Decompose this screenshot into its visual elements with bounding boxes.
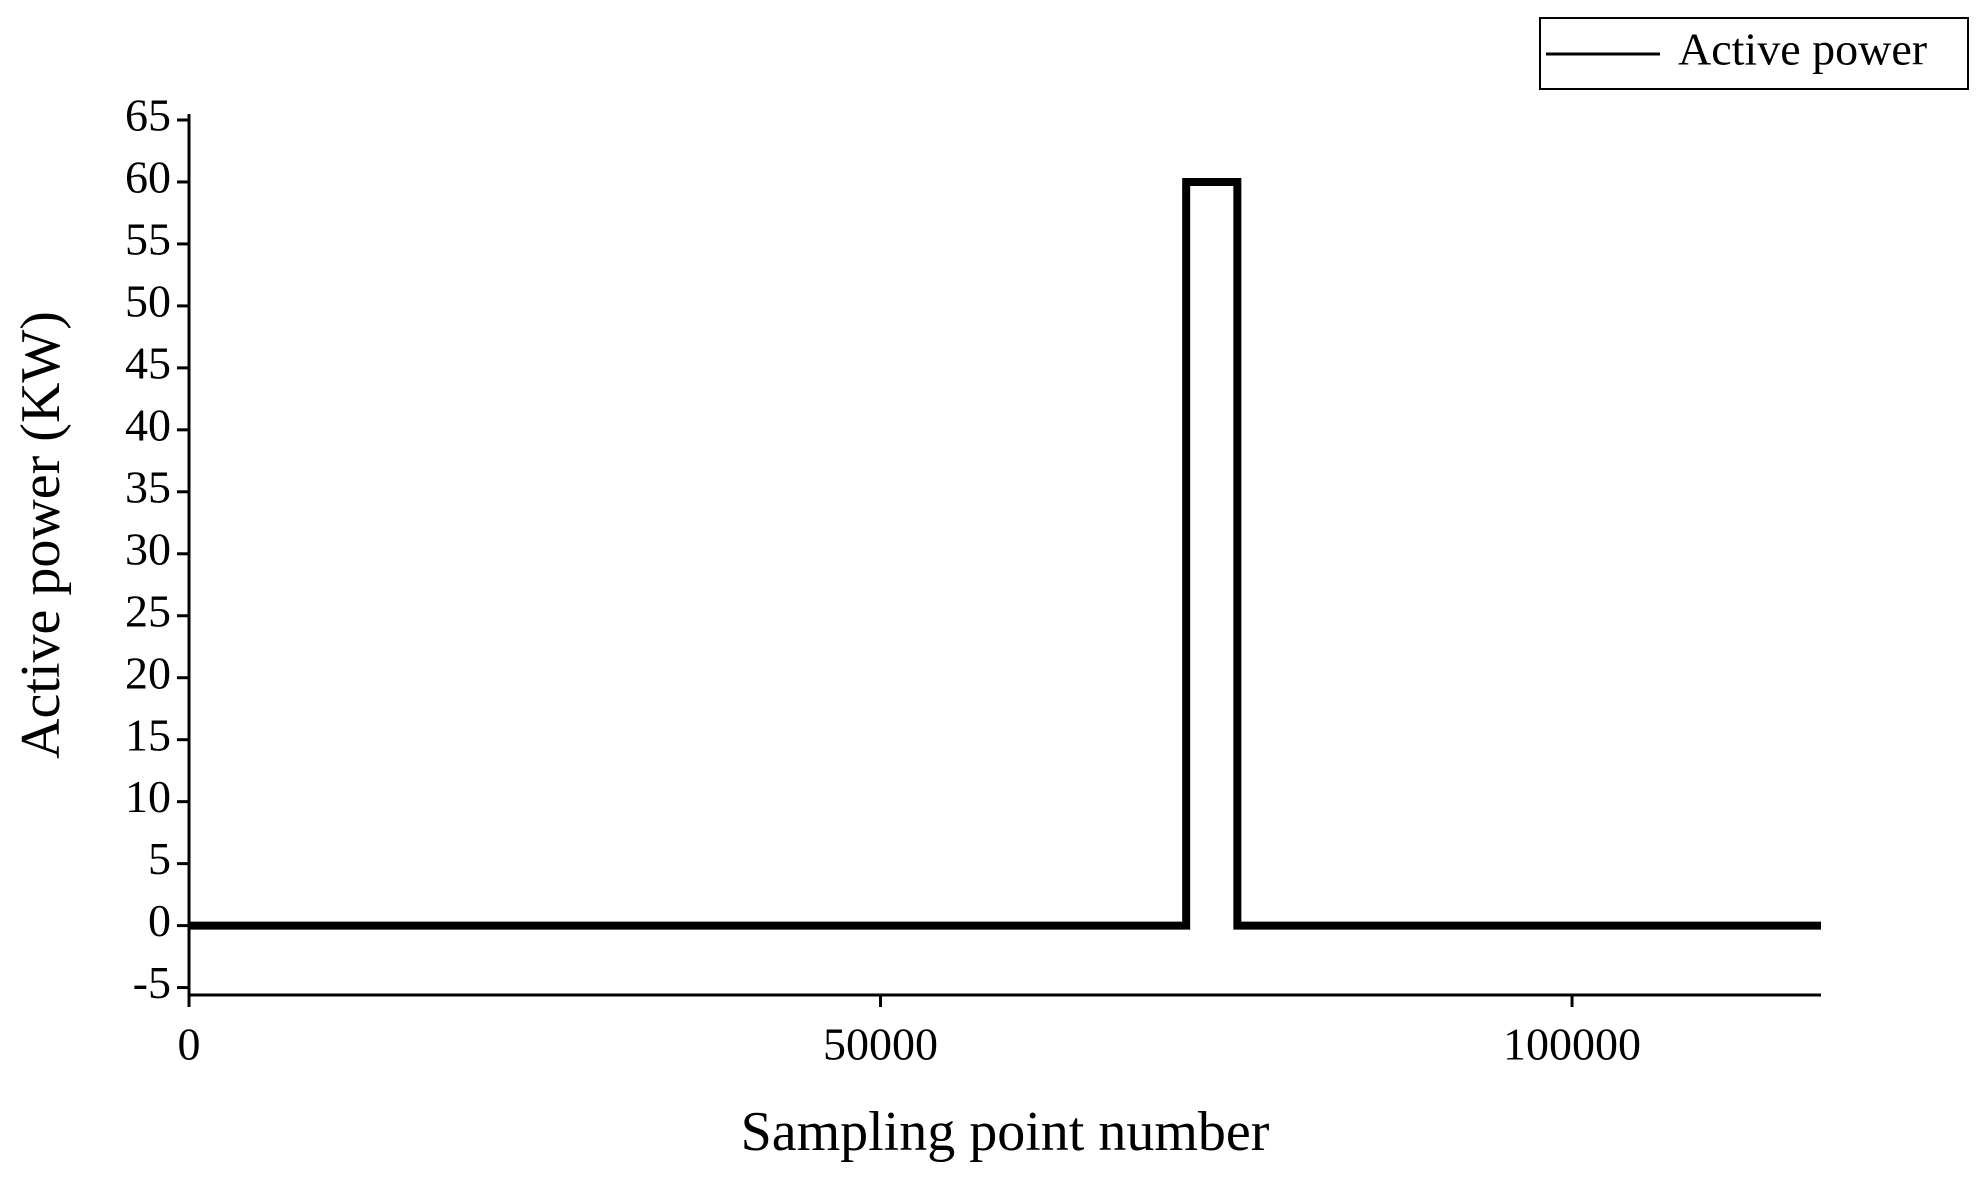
data-line	[189, 177, 1821, 930]
y-tick-label: 40	[125, 399, 171, 450]
y-tick-label: -5	[133, 957, 171, 1008]
legend-label: Active power	[1678, 24, 1927, 75]
y-tick-label: 30	[125, 523, 171, 574]
y-tick-label: 5	[148, 833, 171, 884]
y-tick-label: 65	[125, 90, 171, 141]
y-tick-label: 55	[125, 214, 171, 265]
x-axis-title: Sampling point number	[741, 1101, 1270, 1163]
y-tick-label: 25	[125, 585, 171, 636]
x-tick-label: 50000	[823, 1019, 938, 1070]
y-tick-label: 20	[125, 647, 171, 698]
y-tick-label: 60	[125, 152, 171, 203]
y-tick-label: 15	[125, 709, 171, 760]
y-tick-label: 45	[125, 337, 171, 388]
legend-box	[1539, 17, 1969, 90]
y-axis-title: Active power (KW)	[10, 311, 72, 759]
x-tick-label: 100000	[1503, 1019, 1641, 1070]
y-tick-label: 35	[125, 461, 171, 512]
y-tick-label: 50	[125, 275, 171, 326]
y-tick-label: 0	[148, 895, 171, 946]
y-tick-label: 10	[125, 771, 171, 822]
x-tick-label: 0	[178, 1019, 201, 1070]
